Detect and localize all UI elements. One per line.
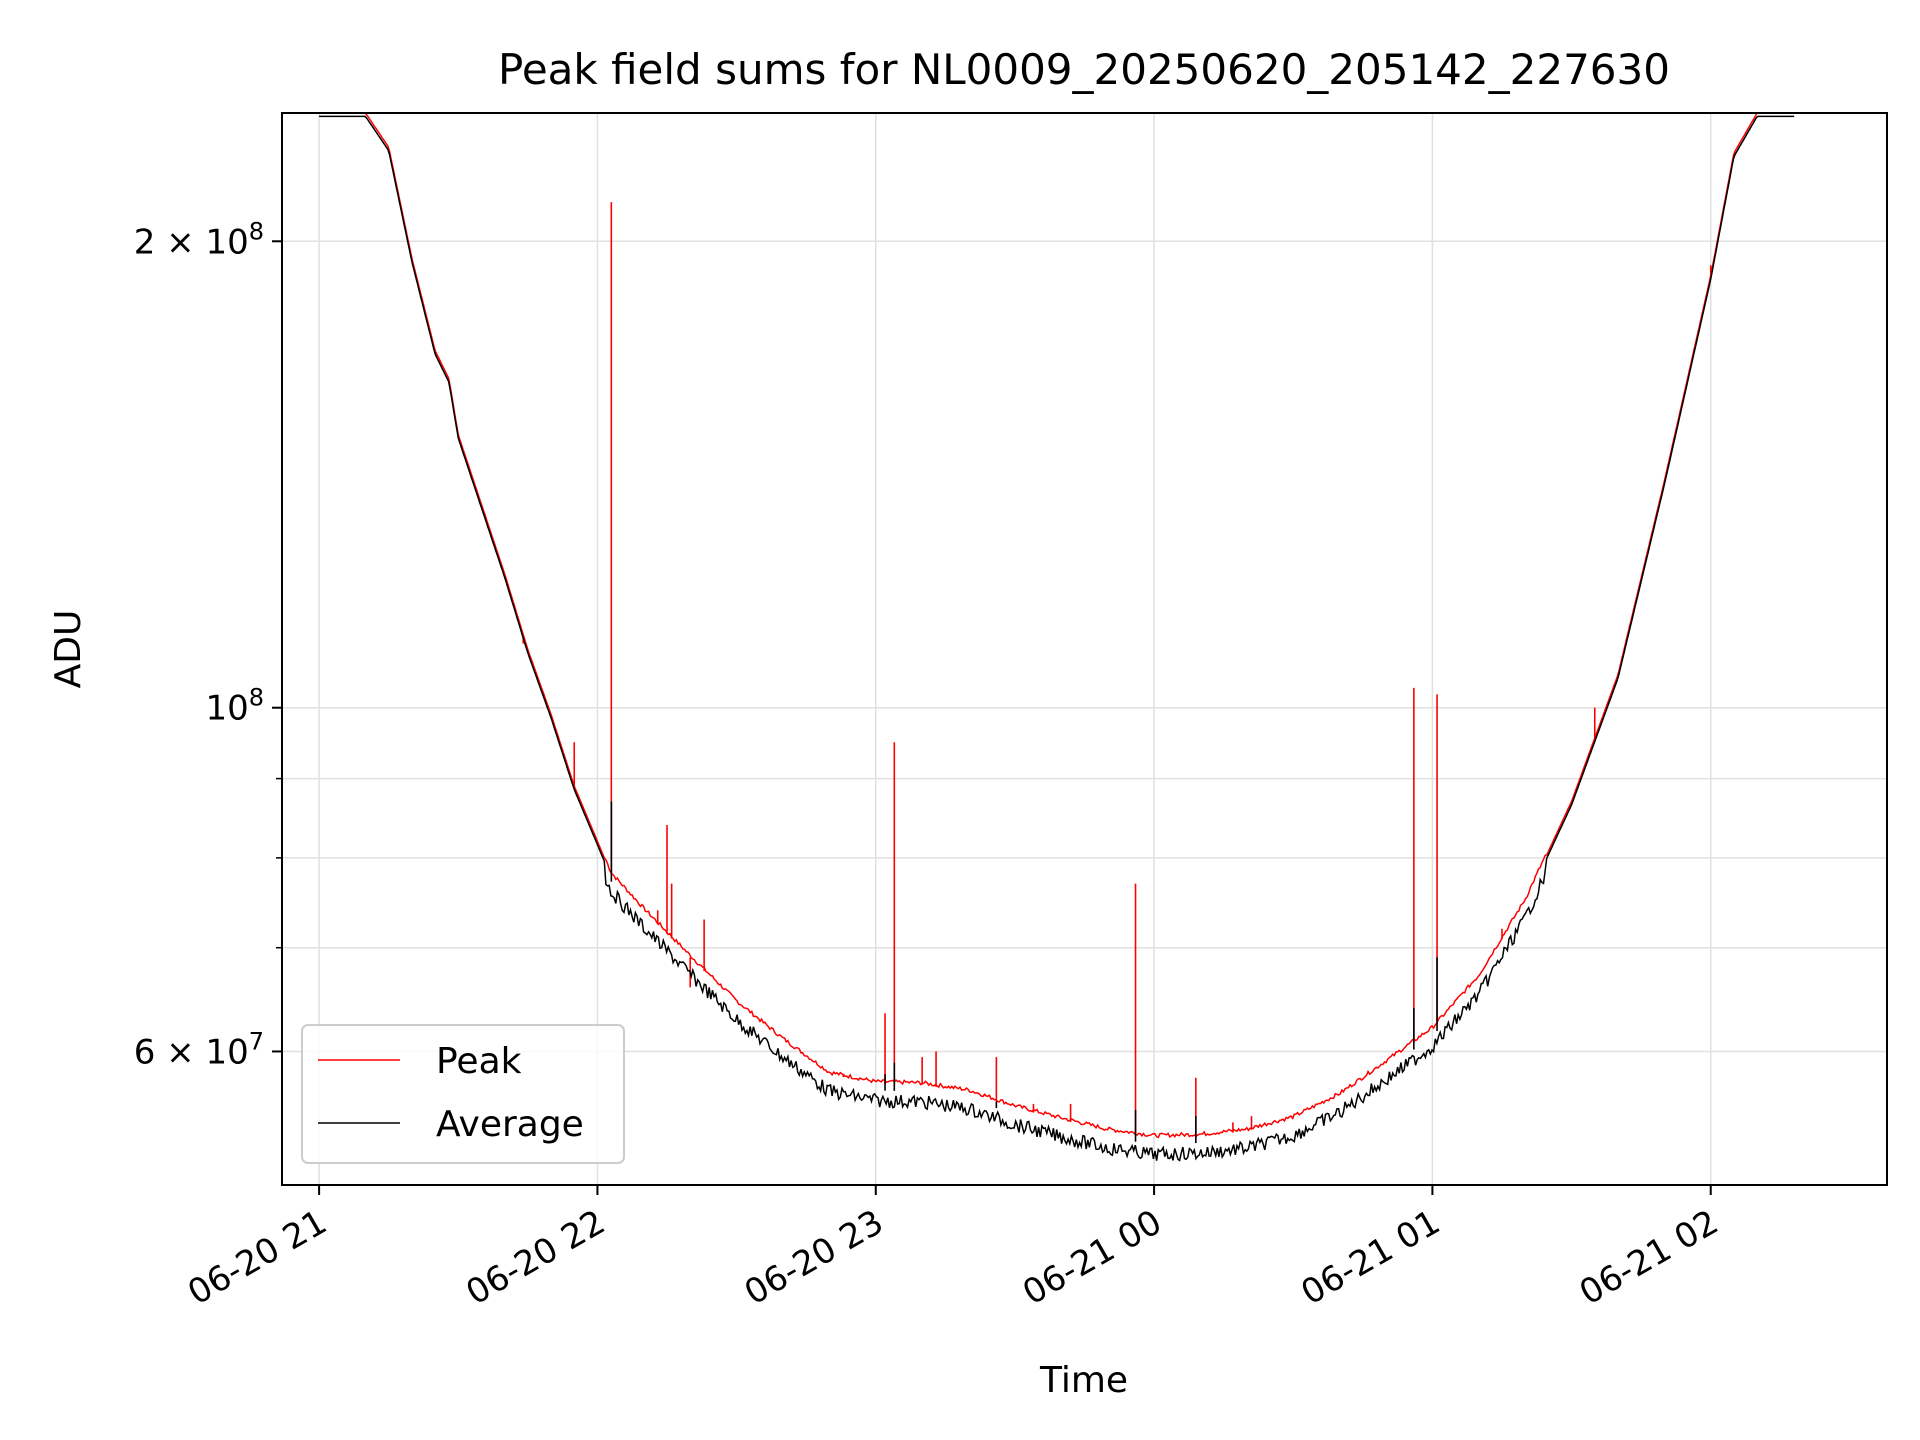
plot-frame <box>281 112 1888 1186</box>
y-tick-label: 2 × 108 <box>134 217 264 262</box>
y-tick-label: 108 <box>205 684 264 729</box>
grid <box>282 113 1887 1185</box>
legend-label-peak: Peak <box>436 1041 522 1082</box>
legend-label-average: Average <box>436 1104 584 1145</box>
plot-lines <box>319 113 1795 1162</box>
y-axis-ticks: 6 × 107 108 2 × 108 <box>134 217 282 1072</box>
y-axis-label: ADU <box>48 610 89 689</box>
series-line-peak <box>319 113 1795 1139</box>
legend: Peak Average <box>301 1024 625 1164</box>
x-axis-label: Time <box>1039 1360 1128 1401</box>
y-tick-label: 6 × 107 <box>134 1027 264 1072</box>
chart-title: Peak field sums for NL0009_20250620_2051… <box>498 45 1670 94</box>
series-line-average <box>319 115 1795 1162</box>
